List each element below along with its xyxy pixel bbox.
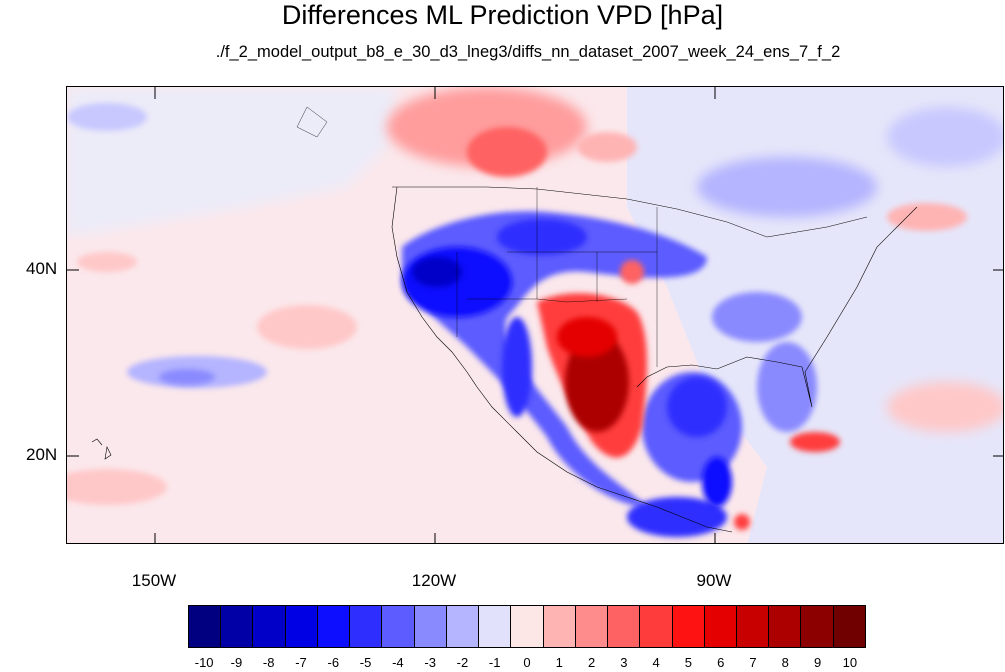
colorbar-swatch — [608, 606, 641, 647]
colorbar-label: 8 — [781, 655, 789, 670]
colorbar-swatch — [736, 606, 770, 647]
colorbar-swatch — [672, 606, 705, 647]
colorbar-swatch — [833, 606, 865, 647]
colorbar-swatch — [769, 606, 802, 647]
us-canada-border — [392, 186, 868, 238]
colorbar-swatch — [446, 606, 480, 647]
colorbar-swatch — [253, 606, 286, 647]
colorbar-swatch — [479, 606, 512, 647]
colorbar-label: 4 — [652, 655, 660, 670]
florida-blue — [757, 342, 817, 432]
lat-label-20n: 20N — [26, 445, 58, 464]
colorbar-label: -6 — [327, 655, 340, 670]
atlantic-pink — [887, 382, 1003, 432]
canada-east-blue — [697, 157, 877, 217]
lon-label-90w: 90W — [696, 571, 732, 590]
colorbar-swatch — [350, 606, 383, 647]
pacific-pink-west — [77, 252, 137, 272]
caribbean-red — [790, 432, 840, 452]
texas-red-core — [565, 332, 629, 432]
coast-detail — [296, 106, 328, 138]
gulf-atlantic-coastline — [636, 206, 918, 408]
pacific-blue-core — [159, 369, 215, 385]
colorbar-swatch — [543, 606, 576, 647]
alaska-blue — [67, 103, 147, 131]
colorbar-label: 6 — [717, 655, 725, 670]
colorbar-label: -1 — [488, 655, 501, 670]
colorbar-label: -3 — [424, 655, 436, 670]
colorbar-swatch — [704, 606, 737, 647]
mexico-west-blue — [502, 317, 532, 417]
colorbar-label: -5 — [359, 655, 372, 670]
rockies-blue — [497, 219, 587, 255]
colorbar-label: -10 — [194, 655, 214, 670]
pacific-coastline — [391, 186, 733, 533]
colorbar-label: 7 — [749, 655, 757, 670]
colorbar-swatch — [317, 606, 351, 647]
lon-label-150w: 150W — [131, 571, 177, 590]
field-light-blue-north — [67, 87, 397, 237]
colorbar-swatch — [382, 606, 415, 647]
colorbar-label: -8 — [262, 655, 275, 670]
colorbar-label: -9 — [230, 655, 243, 670]
map-title: Differences ML Prediction VPD [hPa] — [281, 0, 724, 30]
colorbar-label: -4 — [392, 655, 404, 670]
state-borders — [456, 187, 658, 367]
map-plot-area — [66, 86, 1004, 544]
lat-label-40n: 40N — [26, 259, 58, 278]
colorbar — [188, 605, 866, 648]
colorbar-label: 0 — [523, 655, 531, 670]
colorbar-label: -7 — [295, 655, 307, 670]
pacific-pink-south — [67, 469, 167, 505]
colorbar-swatch — [575, 606, 609, 647]
colorbar-label: 3 — [620, 655, 628, 670]
colorbar-swatch — [285, 606, 318, 647]
colorbar-swatch — [640, 606, 673, 647]
colorbar-label: 5 — [684, 655, 693, 670]
central-america-blue — [627, 497, 727, 537]
colorbar-label: 1 — [555, 655, 563, 670]
colorbar-swatch — [414, 606, 447, 647]
colorbar-label: -2 — [456, 655, 469, 670]
map-subtitle: ./f_2_model_output_b8_e_30_d3_lneg3/diff… — [215, 43, 841, 61]
colorbar-label: 9 — [813, 655, 822, 670]
colorbar-label: 10 — [842, 655, 858, 670]
colorbar-swatch — [801, 606, 834, 647]
pacific-pink-patch — [257, 305, 357, 349]
colorbar-swatch — [189, 606, 222, 647]
lon-label-120w: 120W — [411, 571, 457, 590]
vpd-difference-map — [67, 87, 1003, 543]
canada-red-core — [467, 127, 547, 177]
axis-ticks — [67, 87, 1003, 543]
hawaii-islands — [91, 438, 112, 460]
colorbar-label: 2 — [587, 655, 596, 670]
colorbar-swatch — [511, 606, 544, 647]
southeast-blue — [712, 292, 802, 342]
atlantic-pink-north — [887, 203, 967, 231]
colorbar-swatch — [221, 606, 254, 647]
